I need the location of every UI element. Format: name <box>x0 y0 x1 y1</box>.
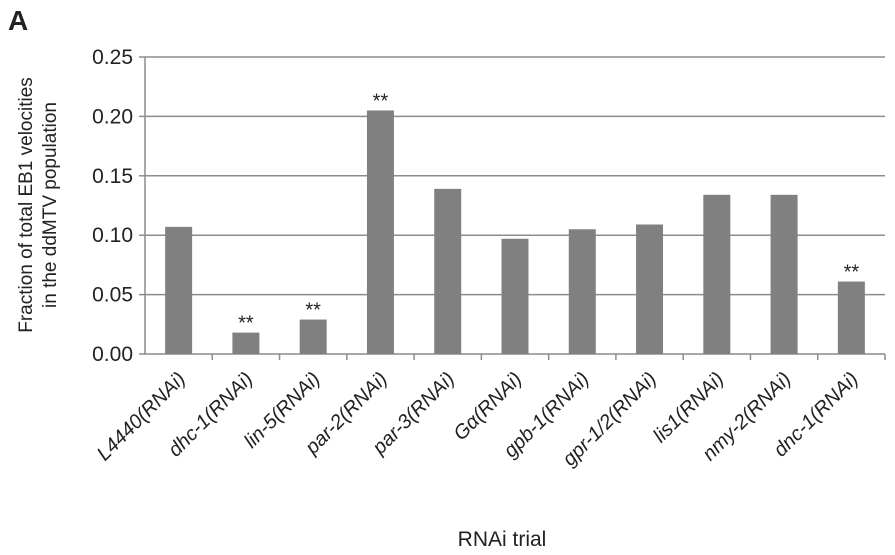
significance-marker: ** <box>373 90 389 112</box>
significance-marker: ** <box>238 313 254 335</box>
significance-marker: ** <box>844 262 860 284</box>
bar <box>434 188 462 354</box>
y-tick-label: 0.05 <box>92 284 133 307</box>
y-tick-label: 0.20 <box>92 105 133 128</box>
y-axis-label-line1: Fraction of total EB1 velocities <box>16 77 37 333</box>
bar <box>232 332 260 354</box>
y-tick-label: 0.10 <box>92 224 133 247</box>
x-tick-labels: L4440(RNAi)dhc-1(RNAi)lin-5(RNAi)par-2(R… <box>93 368 863 471</box>
bar <box>366 110 394 355</box>
y-tick-label: 0.25 <box>92 46 133 69</box>
bar <box>636 224 664 354</box>
bar <box>568 229 596 354</box>
panel-label: A <box>8 5 28 36</box>
bar <box>770 194 798 354</box>
significance-marker: ** <box>305 300 321 322</box>
y-tick-label: 0.00 <box>92 343 133 366</box>
bar <box>165 226 193 354</box>
y-tick-labels: 0.00 0.05 0.10 0.15 0.20 0.25 <box>92 46 133 366</box>
bar <box>703 194 731 354</box>
bar <box>299 319 327 354</box>
y-axis-label-line2: in the ddMTV population <box>40 102 61 308</box>
significance-markers: ** ** ** ** <box>238 90 859 334</box>
gridlines <box>139 56 886 360</box>
bar <box>501 238 529 354</box>
x-axis-label: RNAi trial <box>458 528 547 551</box>
bars <box>165 110 865 355</box>
bar <box>837 281 865 354</box>
y-tick-label: 0.15 <box>92 165 133 188</box>
